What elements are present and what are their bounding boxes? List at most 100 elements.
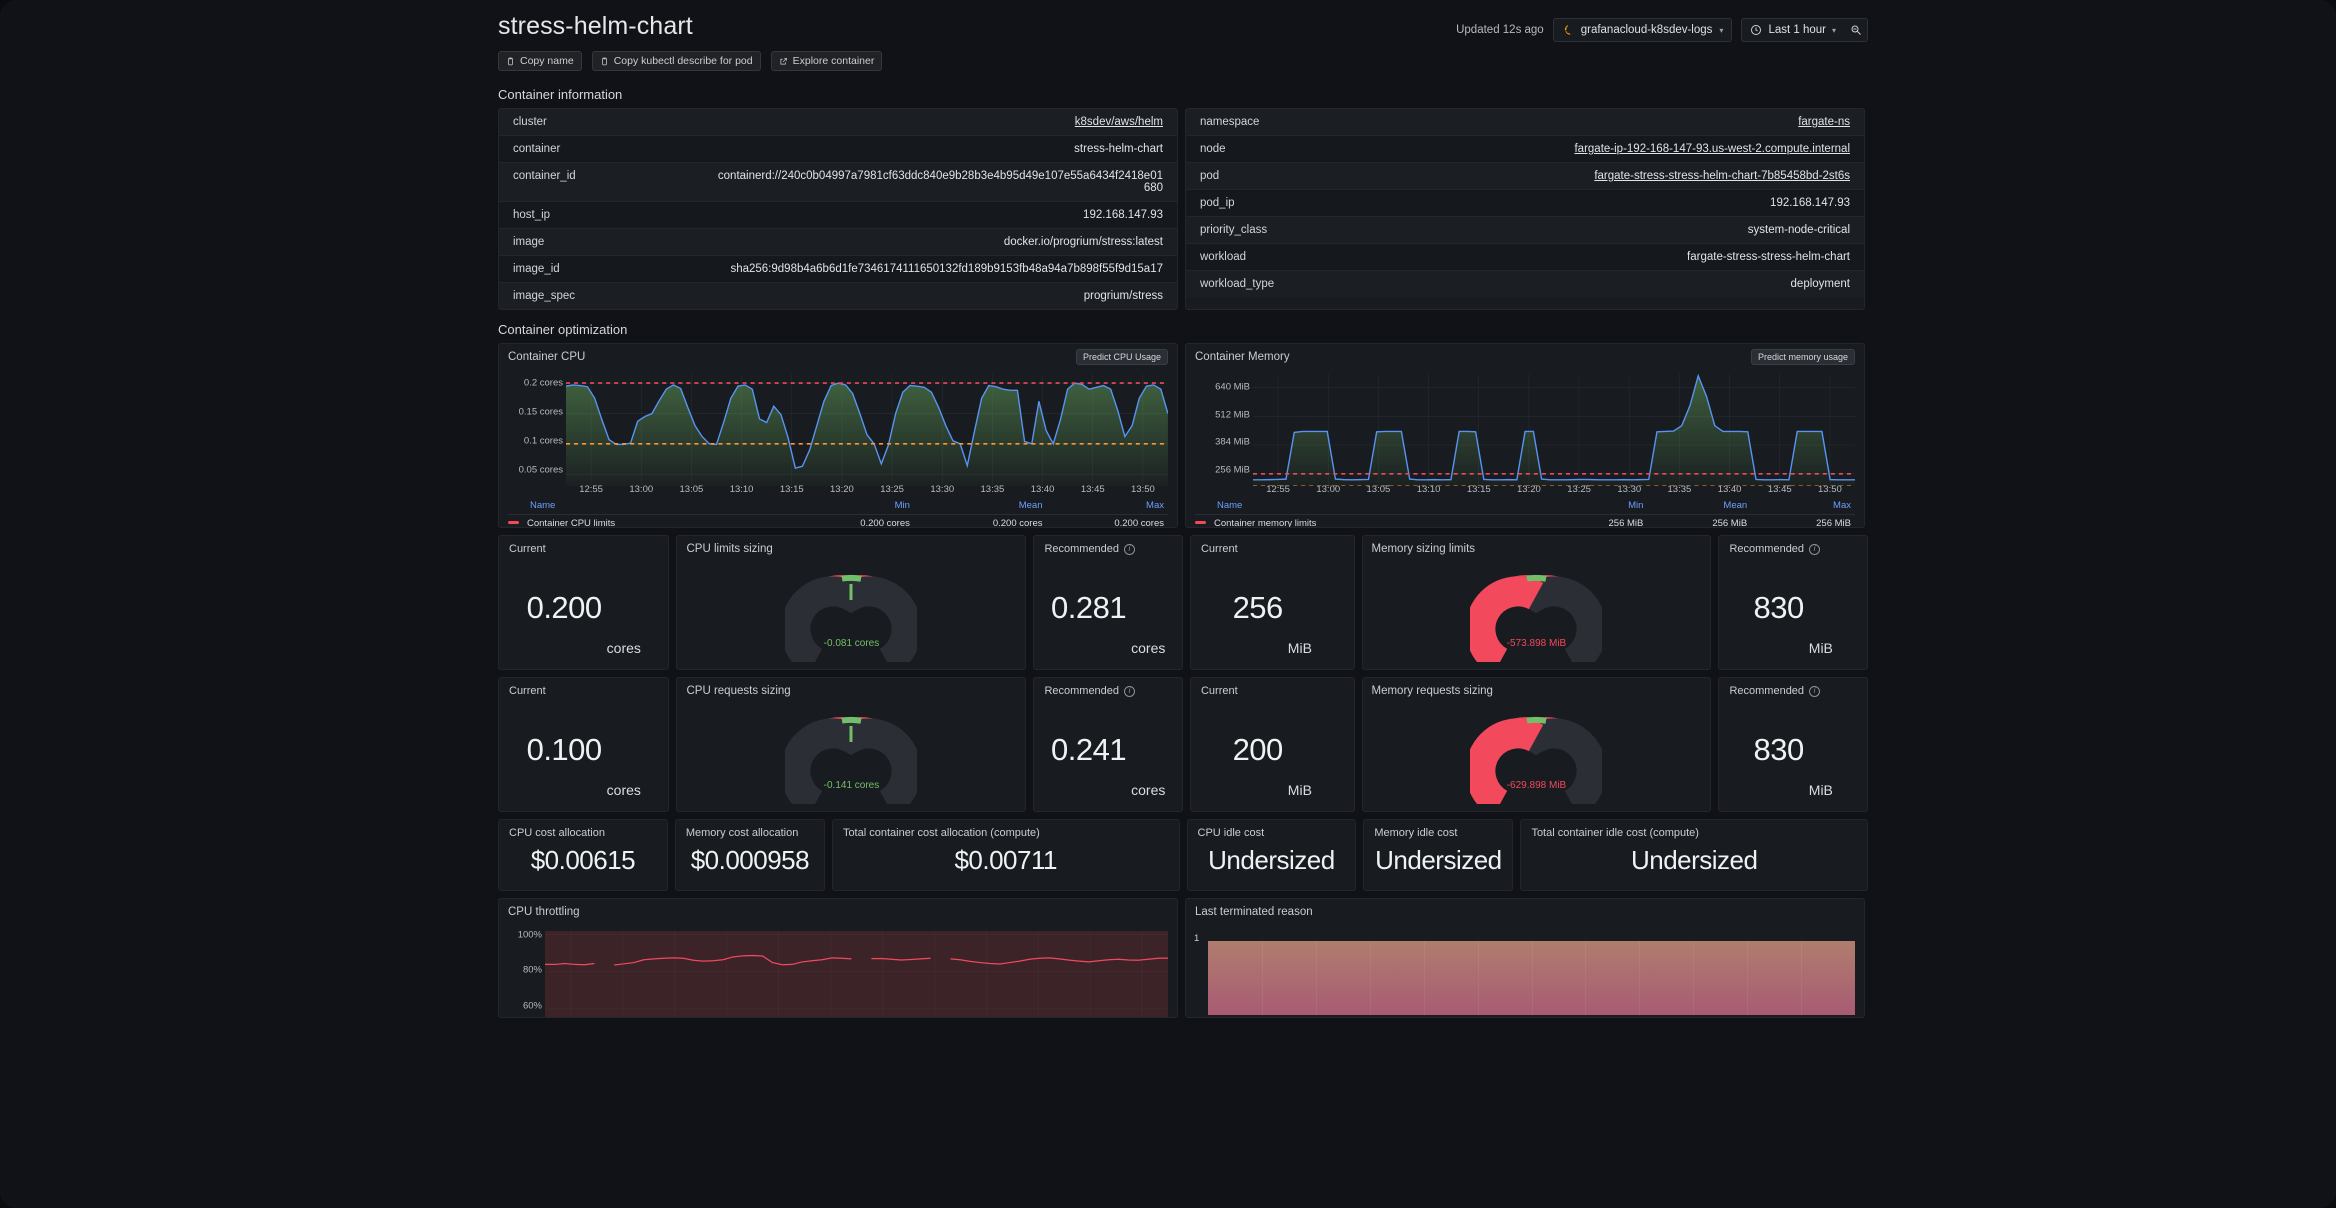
legend-row[interactable]: Container memory limits 256 MiB 256 MiB 256… [1195,514,1855,527]
cost-value: Undersized [1521,839,1867,890]
cpu-limits-current-label: Current [509,543,546,555]
cpu-limits-current-panel: Current 0.200 cores [498,535,670,670]
cpu-limits-sizing-panel: CPU limits sizing -0.081 cores [676,535,1027,670]
container-cpu-legend[interactable]: Name Min Mean Max Container CPU limits 0.200 … [508,498,1168,528]
memory-limits-current-value: 256 MiB [1191,555,1354,669]
legend-header[interactable]: Max [1751,498,1855,515]
legend-max: 0.200 cores [1046,514,1168,527]
predict-cpu-usage-button[interactable]: Predict CPU Usage [1075,348,1168,366]
cost-label: CPU idle cost [1197,827,1265,839]
gridline [1531,941,1533,1015]
x-tick-label: 13:50 [1818,484,1842,495]
clipboard-icon [508,57,513,65]
memory-requests-current-label: Current [1200,685,1238,697]
cpu-requests-recommended-value: 0.241 cores [1034,697,1182,811]
info-key: priority_class [1186,216,1390,244]
info-key: container_id [499,162,703,202]
legend-header[interactable]: Name [508,498,782,515]
copy-kubectl-describe-button[interactable]: Copy kubectl describe for pod [591,51,761,71]
cpu-requests-sizing-panel: CPU requests sizing -0.141 cores [676,677,1027,812]
copy-name-button[interactable]: Copy name [498,51,582,71]
cpu-requests-recommended-label: Recommended i [1034,678,1182,697]
legend-header[interactable]: Mean [913,498,1047,515]
info-value: docker.io/progrium/stress:latest [702,228,1177,256]
gridline [1693,941,1695,1015]
table-row: pod fargate-stress-stress-helm-chart-7b85… [1186,162,1864,190]
legend-series-name[interactable]: Container memory limits [1195,514,1544,527]
info-value-link[interactable]: fargate-stress-stress-helm-chart-7b85458… [1594,170,1850,182]
info-value[interactable]: fargate-stress-stress-helm-chart-7b85458… [1389,162,1864,190]
x-tick-label: 13:30 [1617,484,1642,495]
info-icon[interactable]: i [1809,543,1821,555]
value-unit: MiB [1808,782,1833,798]
info-value: 192.168.147.93 [1389,189,1864,217]
legend-min: 256 MiB [1543,514,1648,527]
zoom-out-icon [1851,25,1861,35]
x-tick-label: 13:35 [980,484,1005,495]
x-tick-label: 13:20 [830,484,854,495]
zoom-out-button[interactable] [1844,18,1868,42]
y-tick-label: 512 MiB [1215,409,1250,421]
info-value: progrium/stress [1083,290,1163,302]
info-key: image_id [499,255,703,283]
state-timeline-band[interactable] [1208,941,1855,1015]
info-key: workload_type [1200,278,1275,290]
cpu-requests-current-value: 0.100 cores [499,697,668,811]
memory-requests-recommended-panel: Recommended i 830 MiB [1718,677,1868,812]
legend-header[interactable]: Max [1046,498,1168,515]
info-key: host_ip [499,201,703,229]
info-value[interactable]: fargate-ip-192-168-147-93.us-west-2.comp… [1389,135,1864,163]
legend-header[interactable]: Name [1195,498,1544,515]
y-tick-label: 0.05 cores [518,464,563,476]
legend-label: Container CPU limits [527,517,616,528]
info-key: cluster [499,109,703,136]
table-row: pod_ip 192.168.147.93 [1186,189,1864,217]
value-unit: cores [606,640,641,656]
legend-header[interactable]: Mean [1647,498,1752,515]
cost-value: Undersized [1364,839,1512,890]
page-title: stress-helm-chart [498,12,693,40]
cost-stat-panel: Total container idle cost (compute) Under… [1520,819,1868,891]
x-tick-label: 13:20 [1517,484,1541,495]
info-value[interactable]: k8sdev/aws/helm [702,109,1177,136]
info-icon[interactable]: i [1124,543,1136,555]
info-key: namespace [1186,109,1390,136]
external-link-icon [780,57,787,64]
table-row: namespace fargate-ns [1186,109,1864,136]
info-icon[interactable]: i [1124,685,1136,697]
label-text: Recommended [1729,685,1805,697]
y-tick-label: 256 MiB [1215,464,1250,476]
label-text: Recommended [1729,543,1805,555]
info-value: deployment [1790,278,1850,290]
cpu-throttling-title: CPU throttling [508,906,580,918]
x-tick-label: 13:10 [729,484,754,495]
value-unit: cores [1131,782,1166,798]
x-tick-label: 13:15 [1466,484,1491,495]
legend-series-name[interactable]: Container CPU limits [508,514,782,528]
legend-header[interactable]: Min [1543,498,1648,515]
info-icon[interactable]: i [1809,685,1821,697]
cpu-requests-sizing-header: CPU requests sizing [677,678,1025,704]
value-number: 0.281 [1051,590,1127,625]
datasource-picker[interactable]: grafanacloud-k8sdev-logs ▾ [1552,18,1733,42]
clipboard-icon [601,57,607,65]
info-value-link[interactable]: fargate-ip-192-168-147-93.us-west-2.comp… [1574,143,1850,155]
info-value-link[interactable]: k8sdev/aws/helm [1074,116,1163,128]
time-range-picker[interactable]: Last 1 hour ▾ [1741,18,1844,42]
dashboard-content: stress-helm-chart Updated 12s ago grafan… [498,0,1868,1208]
info-value: sha256:9d98b4a6b6d1fe7346174111650132fd1… [702,255,1177,283]
cpu-requests-gauge-value: -0.141 cores [823,780,880,791]
container-info-right-table: namespace fargate-ns node fargate-ip-192-16… [1186,109,1864,297]
info-value[interactable]: fargate-ns [1389,109,1864,136]
legend-header[interactable]: Min [781,498,914,515]
predict-memory-usage-button[interactable]: Predict memory usage [1750,348,1855,366]
legend-row[interactable]: Container CPU limits 0.200 cores 0.200 cor… [508,514,1168,528]
explore-container-button[interactable]: Explore container [770,51,883,71]
info-value: fargate-stress-stress-helm-chart [1389,243,1864,271]
info-value-link[interactable]: fargate-ns [1798,116,1850,128]
value-number: $0.00711 [954,845,1057,875]
cost-stat-panel: CPU idle cost Undersized [1186,819,1357,891]
info-key: image_spec [513,290,576,302]
container-memory-legend[interactable]: Name Min Mean Max Container memory limits 256… [1195,498,1855,527]
value-number: 830 [1753,590,1805,625]
